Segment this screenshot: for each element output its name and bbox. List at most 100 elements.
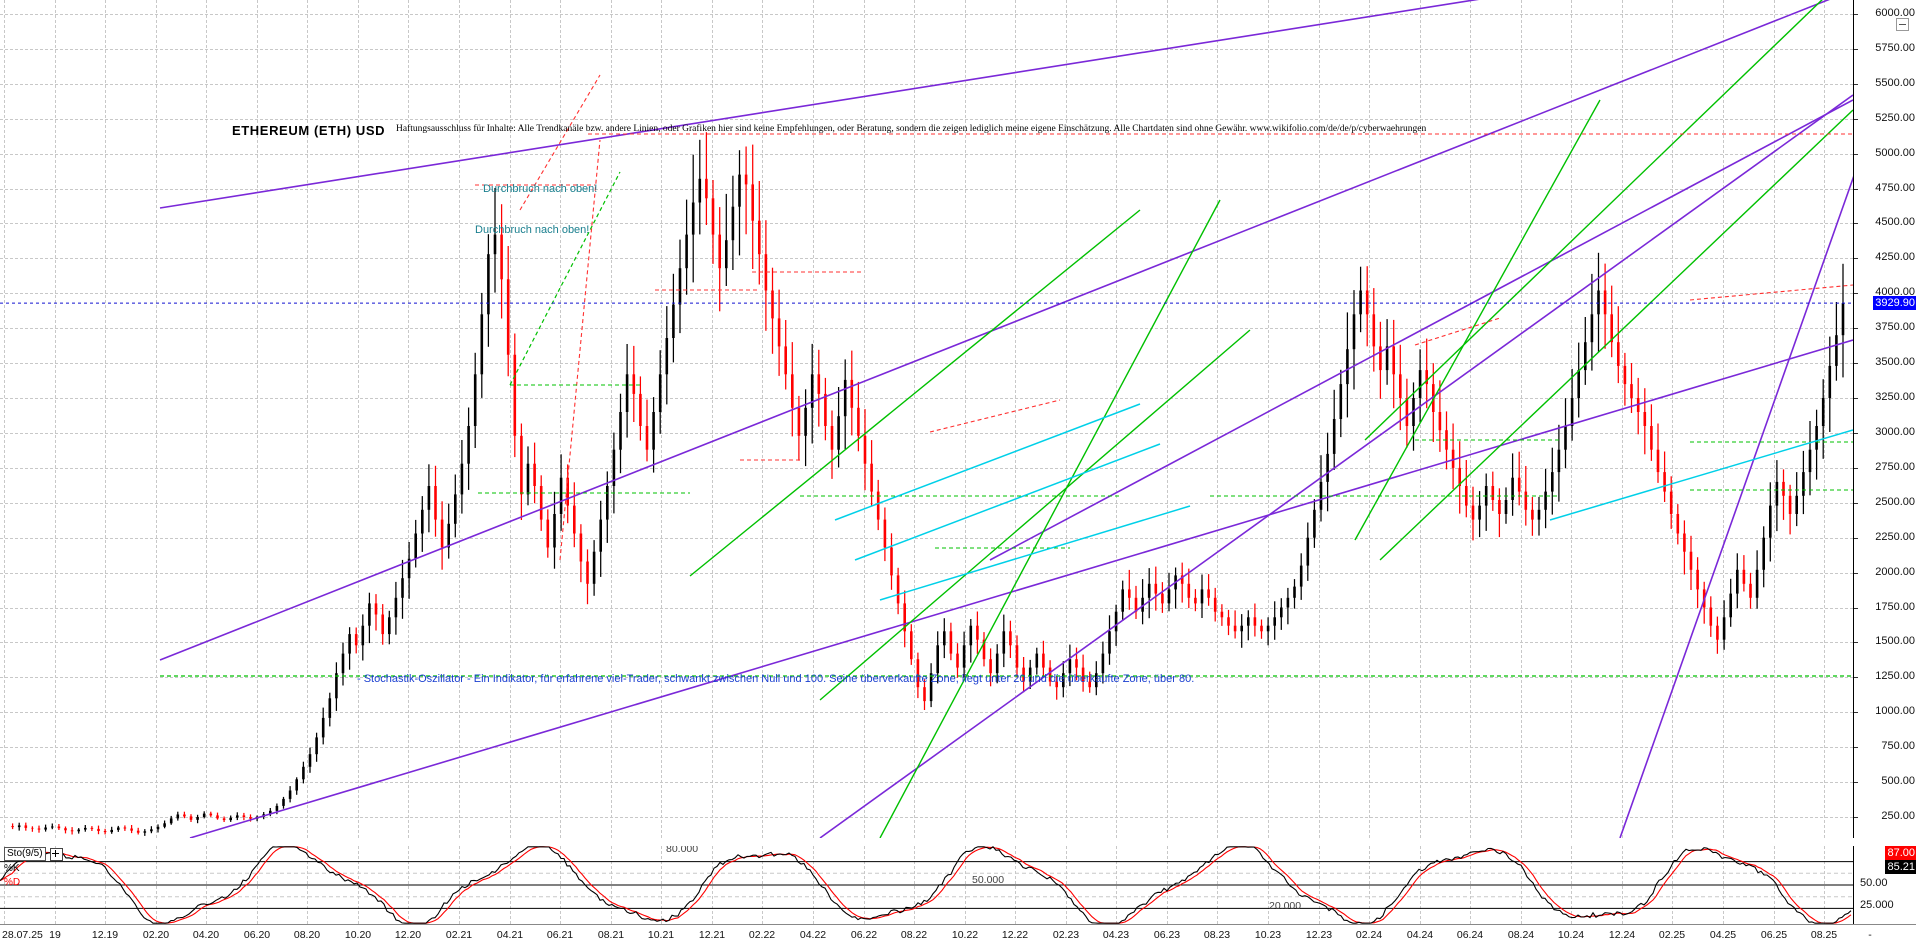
time-axis-label: 10.22	[951, 929, 979, 941]
price-axis-label: 6000.00	[1875, 6, 1915, 19]
time-gridline	[105, 846, 106, 924]
price-gridline	[0, 712, 1853, 714]
price-axis-label: 4000.00	[1875, 286, 1915, 299]
trend-line	[189, 339, 1853, 838]
price-series	[11, 132, 1845, 836]
price-axis-label: 5000.00	[1875, 146, 1915, 159]
price-gridline	[0, 13, 1853, 15]
time-gridline	[813, 846, 814, 924]
price-axis-tick	[1854, 747, 1858, 749]
price-gridline	[0, 782, 1853, 784]
price-axis-tick	[1854, 153, 1858, 155]
time-gridline	[661, 846, 662, 924]
indicator-k-badge: 87.00	[1885, 846, 1916, 860]
price-axis-tick	[1854, 712, 1858, 714]
time-axis-label: 08.20	[293, 929, 321, 941]
indicator-d-line	[0, 846, 1852, 924]
time-axis-label: 08.25	[1810, 929, 1838, 941]
price-gridline	[0, 293, 1853, 295]
price-gridline	[0, 572, 1853, 574]
time-axis-label: 04.23	[1102, 929, 1130, 941]
indicator-axis-25: 25.000	[1860, 899, 1894, 911]
time-axis-label: 12.22	[1001, 929, 1029, 941]
time-axis-label: 04.22	[799, 929, 827, 941]
indicator-axis[interactable]: 87.00 85.21 50.00 25.000	[1853, 846, 1916, 924]
trend-line	[929, 399, 1061, 433]
time-axis-trailing: -	[1868, 929, 1872, 941]
time-gridline	[1723, 846, 1724, 924]
price-gridline	[0, 502, 1853, 504]
time-gridline	[55, 0, 56, 838]
indicator-level-80: 80.000	[666, 846, 699, 855]
time-axis-label: 02.23	[1052, 929, 1080, 941]
price-axis-tick	[1854, 432, 1858, 434]
time-gridline	[1268, 846, 1269, 924]
price-gridline	[0, 188, 1853, 190]
time-gridline	[459, 846, 460, 924]
time-axis-label: 04.24	[1406, 929, 1434, 941]
price-axis-label: 1250.00	[1875, 670, 1915, 683]
trend-line	[689, 209, 1141, 577]
time-gridline	[408, 846, 409, 924]
price-axis-tick	[1854, 607, 1858, 609]
price-axis-tick	[1854, 817, 1858, 819]
time-gridline	[1369, 846, 1370, 924]
time-gridline	[156, 846, 157, 924]
time-gridline	[1167, 846, 1168, 924]
price-chart-pane[interactable]: ETHEREUM (ETH) USD Haftungsausschluss fü…	[0, 0, 1853, 838]
time-axis-label: 08.24	[1507, 929, 1535, 941]
price-axis-label: 5250.00	[1875, 111, 1915, 124]
price-axis-tick	[1854, 502, 1858, 504]
time-axis[interactable]: 28.07.25 19 12.19 02.20 04.20 06.20 08.20 10.20…	[0, 924, 1916, 949]
time-axis-label: 02.20	[142, 929, 170, 941]
indicator-k-line	[0, 846, 1852, 924]
price-axis-label: 2250.00	[1875, 530, 1915, 543]
trend-line	[509, 171, 621, 386]
price-gridline	[0, 328, 1853, 330]
expand-icon[interactable]	[50, 848, 63, 861]
price-axis-tick	[1854, 782, 1858, 784]
time-gridline	[712, 846, 713, 924]
price-axis-label: 2750.00	[1875, 460, 1915, 473]
collapse-icon[interactable]	[1896, 18, 1909, 31]
annotation-breakout-2: Durchbruch nach oben!	[475, 224, 590, 236]
time-gridline	[1066, 846, 1067, 924]
price-gridline	[0, 258, 1853, 260]
price-axis-tick	[1854, 293, 1858, 295]
price-axis[interactable]: 3929.90 6000.00 5750.00 5500.00 5250.00 5000…	[1853, 0, 1916, 838]
trend-line	[1549, 429, 1853, 521]
trend-line	[1354, 99, 1601, 541]
time-axis-label: 08.21	[597, 929, 625, 941]
time-axis-label: 06.24	[1456, 929, 1484, 941]
time-gridline	[1571, 846, 1572, 924]
price-axis-label: 2500.00	[1875, 495, 1915, 508]
price-gridline	[0, 363, 1853, 365]
price-gridline	[0, 48, 1853, 50]
indicator-title[interactable]: Sto(9/5)	[4, 847, 46, 861]
time-axis-label: 08.23	[1203, 929, 1231, 941]
price-axis-tick	[1854, 363, 1858, 365]
price-axis-label: 5500.00	[1875, 76, 1915, 89]
time-gridline	[510, 846, 511, 924]
time-gridline	[611, 846, 612, 924]
stochastic-indicator-pane[interactable]: Sto(9/5) %K %D 80.000 50.000 20.000	[0, 846, 1853, 924]
price-axis-label: 1500.00	[1875, 635, 1915, 648]
price-axis-tick	[1854, 13, 1858, 15]
price-axis-tick	[1854, 537, 1858, 539]
indicator-d-label: %D	[4, 877, 21, 888]
time-axis-label: 06.22	[850, 929, 878, 941]
time-axis-label: 06.21	[546, 929, 574, 941]
time-axis-label: 08.22	[900, 929, 928, 941]
price-axis-label: 4500.00	[1875, 216, 1915, 229]
price-axis-tick	[1854, 677, 1858, 679]
time-axis-label: 12.19	[91, 929, 119, 941]
trend-line	[879, 505, 1191, 601]
time-axis-label: 12.23	[1305, 929, 1333, 941]
time-gridline	[1420, 846, 1421, 924]
time-axis-label: 02.25	[1658, 929, 1686, 941]
price-axis-label: 5750.00	[1875, 41, 1915, 54]
price-gridline	[0, 398, 1853, 400]
trend-line	[879, 199, 1221, 838]
time-axis-label: 10.21	[647, 929, 675, 941]
trend-line	[819, 329, 1251, 701]
